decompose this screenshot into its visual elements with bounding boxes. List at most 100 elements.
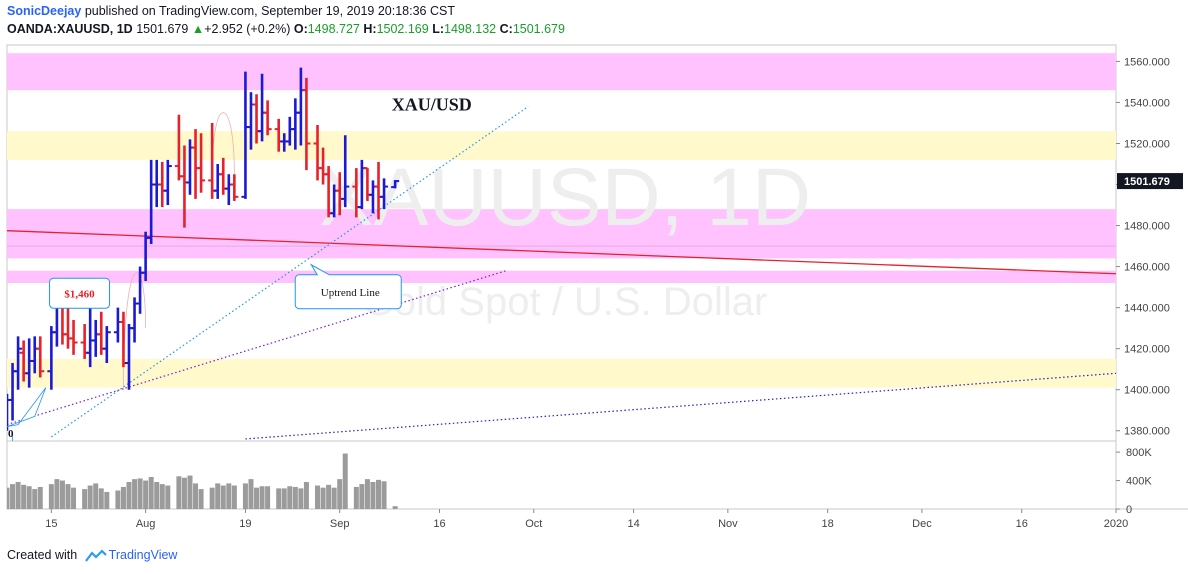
price-callout: $1,460 bbox=[49, 277, 111, 309]
volume-bar bbox=[21, 484, 27, 509]
published-text: published on TradingView.com, September … bbox=[84, 4, 455, 18]
volume-tick-label: 0 bbox=[1126, 504, 1132, 516]
volume-bar bbox=[281, 488, 287, 509]
volume-bar bbox=[154, 481, 160, 509]
volume-bar bbox=[87, 485, 93, 509]
volume-bar bbox=[342, 453, 348, 509]
time-axis: 15 Aug 19 Sep 16 Oct 14 Nov 18 Dec 16 2020 bbox=[45, 509, 1128, 530]
tradingview-logo-icon bbox=[84, 549, 107, 562]
ohlc-bar bbox=[391, 180, 400, 189]
volume-bar bbox=[392, 506, 398, 509]
time-tick-label: 2020 bbox=[1104, 518, 1128, 530]
volume-bar bbox=[353, 486, 359, 509]
last-price: 1501.679 bbox=[136, 22, 189, 36]
publisher-line: SonicDeejay published on TradingView.com… bbox=[7, 4, 455, 18]
volume-axis: 800K 400K 0 bbox=[1116, 447, 1152, 516]
volume-bar bbox=[209, 487, 215, 509]
volume-bar bbox=[298, 488, 304, 509]
low-value: 1498.132 bbox=[444, 22, 497, 36]
volume-bar bbox=[82, 489, 88, 509]
time-tick-label: Dec bbox=[912, 518, 932, 530]
symbol-name[interactable]: OANDA:XAUUSD, 1D bbox=[7, 22, 133, 36]
time-tick-label: Oct bbox=[525, 518, 542, 530]
volume-bar bbox=[10, 484, 16, 509]
price-tick-label: 1460.000 bbox=[1124, 262, 1170, 274]
footer: Created with TradingView bbox=[7, 548, 177, 562]
zone-pink-2 bbox=[7, 209, 1116, 259]
close-label: C: bbox=[499, 22, 513, 36]
last-price-tag bbox=[1117, 173, 1183, 190]
purple-channel-lower bbox=[245, 372, 1116, 440]
volume-bar bbox=[370, 481, 376, 509]
volume-bar bbox=[287, 486, 293, 509]
time-tick-label: Nov bbox=[718, 518, 738, 530]
uptrend-line bbox=[51, 106, 529, 438]
tradingview-brand-link[interactable]: TradingView bbox=[108, 548, 178, 562]
uptrend-callout: Uptrend Line bbox=[294, 263, 402, 310]
volume-bar bbox=[193, 483, 199, 509]
volume-bar bbox=[54, 479, 60, 509]
high-value: 1502.169 bbox=[376, 22, 429, 36]
time-tick-label: 14 bbox=[627, 518, 639, 530]
pointer-shape bbox=[7, 387, 47, 428]
chart-title: XAU/USD bbox=[392, 95, 472, 115]
ohlc-bar bbox=[102, 326, 111, 364]
author-link[interactable]: SonicDeejay bbox=[7, 4, 82, 18]
volume-bar bbox=[143, 480, 149, 509]
price-pane: XAUUSD, 1D Gold Spot / U.S. Dollar $1,460 U… bbox=[7, 53, 1116, 441]
volume-bar bbox=[292, 486, 298, 509]
price-tick-label: 1440.000 bbox=[1124, 303, 1170, 315]
volume-bar bbox=[220, 485, 226, 509]
volume-bar bbox=[71, 487, 77, 509]
volume-bar bbox=[215, 483, 221, 509]
price-axis: 1380.000 1400.000 1420.000 1440.000 1460.000… bbox=[1116, 56, 1183, 438]
volume-bar bbox=[120, 486, 126, 509]
volume-bar bbox=[320, 487, 326, 509]
zone-yellow-1 bbox=[7, 131, 1116, 160]
ohlc-bar bbox=[36, 336, 45, 378]
volume-bar bbox=[303, 481, 309, 509]
volume-bar bbox=[59, 480, 65, 509]
volume-tick-label: 400K bbox=[1126, 476, 1152, 488]
price-tick-label: 1380.000 bbox=[1124, 426, 1170, 438]
volume-bar bbox=[148, 477, 154, 509]
up-arrow-icon: ▲ bbox=[191, 22, 205, 36]
volume-bar bbox=[226, 483, 232, 509]
volume-bar bbox=[315, 485, 321, 509]
ohlc-bar bbox=[380, 178, 389, 210]
symbol-line: OANDA:XAUUSD, 1D 1501.679 ▲+2.952 (+0.2%… bbox=[7, 22, 565, 36]
ohlc-bar bbox=[302, 77, 311, 171]
ohlc-bar bbox=[341, 135, 350, 208]
low-label: L: bbox=[432, 22, 444, 36]
ohlc-bar bbox=[69, 319, 78, 355]
volume-bar bbox=[159, 484, 165, 509]
volume-bar bbox=[376, 479, 382, 509]
price-callout-text: $1,460 bbox=[64, 288, 95, 300]
volume-bar bbox=[331, 487, 337, 509]
time-tick-label: 19 bbox=[239, 518, 251, 530]
close-value: 1501.679 bbox=[512, 22, 565, 36]
volume-bar bbox=[254, 487, 260, 509]
price-tick-label: 1400.000 bbox=[1124, 385, 1170, 397]
time-tick-label: 18 bbox=[822, 518, 834, 530]
volume-bar bbox=[337, 479, 343, 509]
volume-pane bbox=[7, 453, 398, 509]
watermark-symbol: XAUUSD, 1D bbox=[319, 152, 811, 243]
volume-bar bbox=[48, 484, 54, 509]
ohlc-bar bbox=[230, 174, 239, 201]
purple-channel-upper bbox=[7, 270, 507, 426]
volume-tick-label: 800K bbox=[1126, 447, 1152, 459]
volume-bar bbox=[187, 475, 193, 509]
price-tick-label: 1480.000 bbox=[1124, 221, 1170, 233]
volume-bar bbox=[181, 477, 187, 509]
time-tick-label: Sep bbox=[330, 518, 350, 530]
volume-bar bbox=[37, 486, 43, 509]
price-tick-label: 1420.000 bbox=[1124, 344, 1170, 356]
left-cut-label: 0 bbox=[8, 428, 14, 440]
uptrend-callout-text: Uptrend Line bbox=[321, 287, 380, 299]
ohlc-bar bbox=[197, 133, 206, 193]
high-label: H: bbox=[363, 22, 377, 36]
time-tick-label: 16 bbox=[1016, 518, 1028, 530]
volume-bar bbox=[132, 479, 138, 509]
